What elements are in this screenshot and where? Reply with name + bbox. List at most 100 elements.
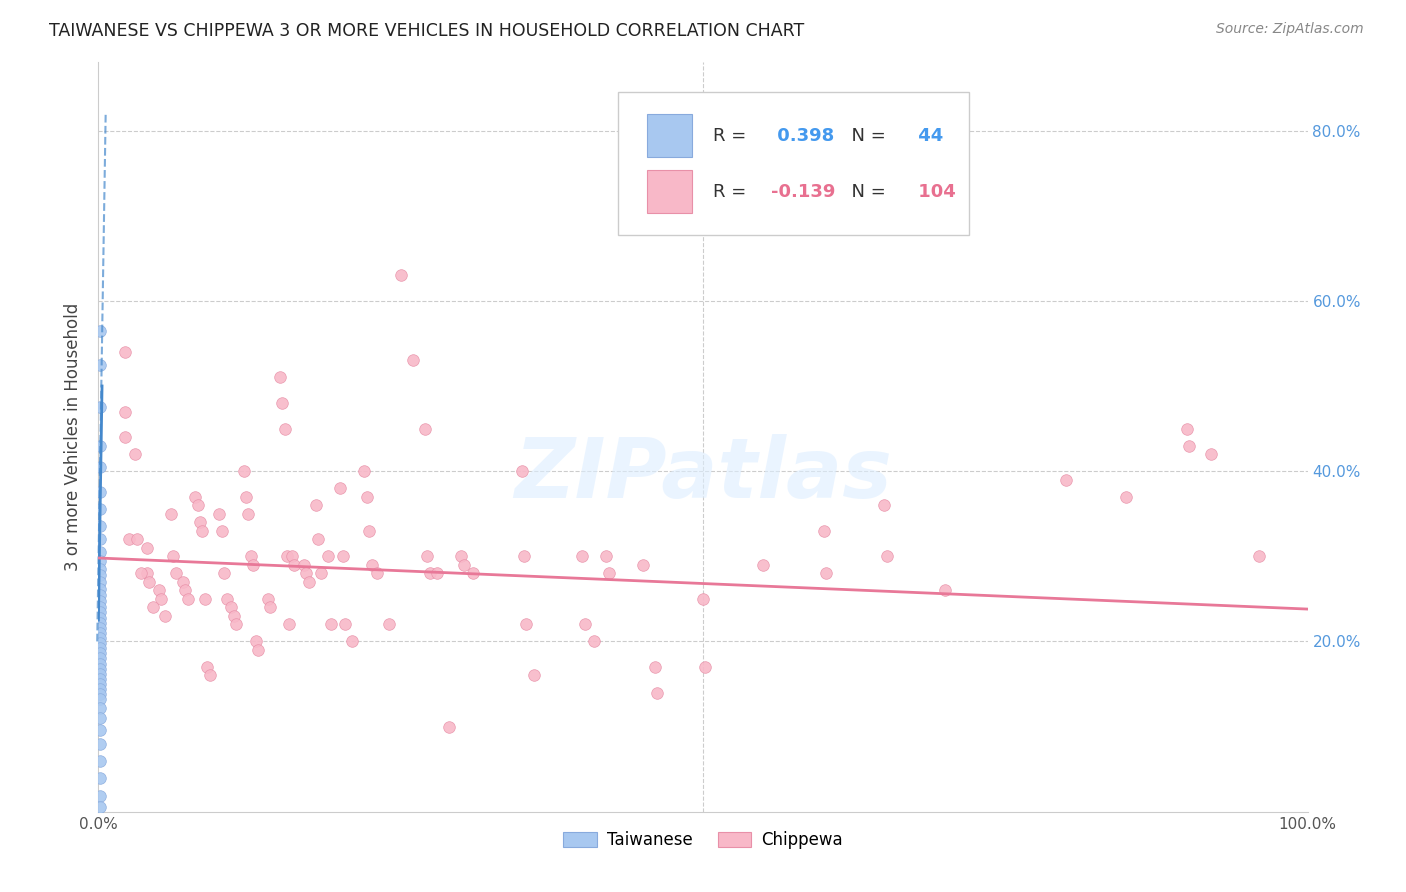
Point bbox=[256, 591, 278, 606]
Point bbox=[89, 401, 111, 415]
Point bbox=[513, 549, 536, 564]
Point bbox=[239, 549, 262, 564]
Point bbox=[89, 651, 111, 665]
FancyBboxPatch shape bbox=[647, 114, 692, 157]
Point bbox=[752, 558, 775, 572]
Point bbox=[515, 617, 537, 632]
Point bbox=[245, 634, 267, 648]
Point bbox=[142, 600, 165, 615]
Point bbox=[319, 617, 342, 632]
Point bbox=[135, 541, 157, 555]
Point bbox=[89, 666, 111, 681]
Point bbox=[162, 549, 184, 564]
Point bbox=[191, 524, 214, 538]
Point bbox=[247, 643, 270, 657]
Point bbox=[416, 549, 439, 564]
Text: 0.398: 0.398 bbox=[770, 127, 834, 145]
Point bbox=[89, 672, 111, 686]
Point bbox=[645, 685, 668, 699]
Point bbox=[89, 677, 111, 691]
Point bbox=[225, 617, 247, 632]
Point bbox=[198, 668, 221, 682]
Point bbox=[450, 549, 472, 564]
Point bbox=[172, 574, 194, 589]
Point bbox=[574, 617, 596, 632]
Point bbox=[221, 600, 243, 615]
Point bbox=[89, 439, 111, 453]
Point bbox=[510, 464, 533, 478]
Point bbox=[89, 459, 111, 474]
Point bbox=[89, 692, 111, 706]
Point bbox=[89, 723, 111, 737]
Point bbox=[89, 502, 111, 516]
Point bbox=[89, 662, 111, 676]
Point bbox=[402, 353, 425, 368]
Point bbox=[1178, 439, 1201, 453]
Text: N =: N = bbox=[839, 127, 891, 145]
Point bbox=[329, 481, 352, 495]
Point bbox=[305, 498, 328, 512]
Point bbox=[276, 549, 298, 564]
Point bbox=[222, 608, 245, 623]
Point bbox=[89, 485, 111, 500]
Point bbox=[356, 490, 378, 504]
Point bbox=[114, 430, 136, 444]
Point bbox=[211, 524, 233, 538]
FancyBboxPatch shape bbox=[647, 170, 692, 213]
Point bbox=[89, 646, 111, 660]
Point bbox=[184, 490, 207, 504]
Point bbox=[89, 615, 111, 630]
Point bbox=[463, 566, 485, 581]
Point bbox=[259, 600, 281, 615]
Point bbox=[135, 566, 157, 581]
Point bbox=[89, 631, 111, 645]
Point bbox=[377, 617, 399, 632]
Point bbox=[571, 549, 593, 564]
Point bbox=[89, 789, 111, 804]
Point bbox=[1175, 421, 1198, 435]
Point bbox=[523, 668, 546, 682]
Point bbox=[235, 490, 257, 504]
Text: R =: R = bbox=[713, 127, 752, 145]
Point bbox=[353, 464, 375, 478]
Point bbox=[89, 358, 111, 372]
Point bbox=[876, 549, 898, 564]
Point bbox=[419, 566, 441, 581]
Point bbox=[89, 519, 111, 533]
Point bbox=[188, 515, 211, 529]
Point bbox=[269, 370, 291, 384]
Point bbox=[89, 800, 111, 814]
Point bbox=[813, 524, 835, 538]
Point bbox=[453, 558, 475, 572]
Text: R =: R = bbox=[713, 183, 752, 201]
Point bbox=[89, 588, 111, 602]
Point bbox=[389, 268, 412, 283]
Point bbox=[278, 617, 301, 632]
Point bbox=[238, 507, 260, 521]
Point bbox=[114, 404, 136, 418]
Text: ZIPatlas: ZIPatlas bbox=[515, 434, 891, 515]
Point bbox=[242, 558, 264, 572]
Point bbox=[150, 591, 173, 606]
Point bbox=[359, 524, 381, 538]
Text: Source: ZipAtlas.com: Source: ZipAtlas.com bbox=[1216, 22, 1364, 37]
Point bbox=[1199, 447, 1222, 461]
FancyBboxPatch shape bbox=[619, 93, 969, 235]
Point bbox=[332, 549, 354, 564]
Point bbox=[1115, 490, 1137, 504]
Point bbox=[583, 634, 606, 648]
Point bbox=[89, 574, 111, 589]
Point bbox=[934, 583, 956, 598]
Point bbox=[815, 566, 838, 581]
Point bbox=[316, 549, 339, 564]
Point bbox=[114, 345, 136, 359]
Point bbox=[271, 396, 294, 410]
Point bbox=[273, 421, 295, 435]
Text: -0.139: -0.139 bbox=[770, 183, 835, 201]
Point bbox=[89, 593, 111, 607]
Point bbox=[89, 562, 111, 576]
Point bbox=[174, 583, 197, 598]
Point bbox=[873, 498, 896, 512]
Point bbox=[127, 533, 149, 547]
Text: TAIWANESE VS CHIPPEWA 3 OR MORE VEHICLES IN HOUSEHOLD CORRELATION CHART: TAIWANESE VS CHIPPEWA 3 OR MORE VEHICLES… bbox=[49, 22, 804, 40]
